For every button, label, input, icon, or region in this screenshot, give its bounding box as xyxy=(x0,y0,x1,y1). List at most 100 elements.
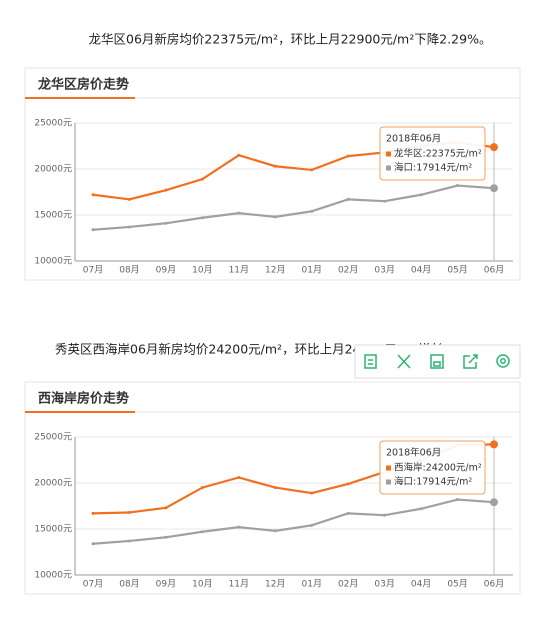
tooltip-box xyxy=(379,440,486,495)
x-tick-label: 12月 xyxy=(265,265,285,276)
x-tick-label: 11月 xyxy=(229,579,249,590)
point xyxy=(346,154,350,158)
point xyxy=(127,539,131,543)
point xyxy=(310,523,314,527)
y-tick-label: 20000元 xyxy=(34,165,72,175)
x-tick-label: 06月 xyxy=(484,579,504,590)
point xyxy=(237,475,241,479)
x-tick-label: 03月 xyxy=(374,579,394,590)
tooltip-line: 西海岸:24200元/m² xyxy=(394,462,482,474)
point xyxy=(346,511,350,515)
tooltip-marker xyxy=(386,151,391,157)
tooltip-title: 2018年06月 xyxy=(386,447,441,459)
tooltip-line: 海口:17914元/m² xyxy=(394,476,472,488)
y-tick-label: 25000元 xyxy=(34,433,72,443)
x-tick-label: 08月 xyxy=(119,579,139,590)
x-tick-label: 05月 xyxy=(447,265,467,276)
x-tick-label: 04月 xyxy=(411,265,431,276)
x-tick-label: 03月 xyxy=(374,265,394,276)
x-tick-label: 07月 xyxy=(83,579,103,590)
x-tick-label: 05月 xyxy=(447,579,467,590)
icon-share[interactable] xyxy=(463,354,478,369)
point xyxy=(310,209,314,213)
point xyxy=(490,143,498,152)
point xyxy=(310,168,314,172)
icon-settings[interactable] xyxy=(496,354,510,368)
point xyxy=(237,153,241,157)
point xyxy=(419,507,423,511)
point xyxy=(456,498,460,502)
point xyxy=(237,525,241,529)
point xyxy=(273,486,277,490)
x-tick-label: 11月 xyxy=(229,265,249,276)
point xyxy=(419,193,423,197)
y-tick-label: 15000元 xyxy=(34,211,72,221)
tooltip-box xyxy=(379,126,486,181)
point xyxy=(490,184,498,193)
point xyxy=(164,221,168,225)
point xyxy=(127,225,131,229)
x-tick-label: 12月 xyxy=(265,579,285,590)
point xyxy=(91,228,95,232)
chart-title: 龙华区房价走势 xyxy=(38,77,129,93)
point xyxy=(346,482,350,486)
x-tick-label: 07月 xyxy=(83,265,103,276)
point xyxy=(310,491,314,495)
chart-panel: 龙华区房价走势 10000元 15000元 20000元 25000元 07月 08月 09月… xyxy=(24,67,521,281)
y-tick-label: 10000元 xyxy=(34,257,72,267)
point xyxy=(164,188,168,192)
tooltip-marker xyxy=(386,479,391,485)
point xyxy=(200,530,204,534)
point xyxy=(127,197,131,201)
point xyxy=(127,510,131,514)
x-tick-label: 06月 xyxy=(484,265,504,276)
point xyxy=(383,199,387,203)
summary-text: 龙华区06月新房均价22375元/m²，环比上月22900元/m²下降2.29%… xyxy=(89,32,492,47)
point xyxy=(164,506,168,510)
x-tick-label: 01月 xyxy=(302,265,322,276)
x-tick-label: 08月 xyxy=(119,265,139,276)
x-tick-label: 10月 xyxy=(192,265,212,276)
x-tick-label: 02月 xyxy=(338,579,358,590)
y-tick-label: 20000元 xyxy=(34,479,72,489)
point xyxy=(383,513,387,517)
point xyxy=(91,193,95,197)
icon-data-view[interactable] xyxy=(364,354,377,369)
point xyxy=(273,164,277,168)
x-tick-label: 09月 xyxy=(156,579,176,590)
toolbar xyxy=(354,344,521,379)
tooltip-line: 海口:17914元/m² xyxy=(394,162,472,174)
y-tick-label: 15000元 xyxy=(34,525,72,535)
point xyxy=(490,498,498,507)
series-line xyxy=(92,184,495,231)
point xyxy=(200,216,204,220)
icon-save[interactable] xyxy=(430,354,444,369)
x-tick-label: 09月 xyxy=(156,265,176,276)
point xyxy=(273,215,277,219)
tooltip-line: 龙华区:22375元/m² xyxy=(394,148,482,160)
point xyxy=(91,542,95,546)
point xyxy=(91,511,95,515)
tooltip-marker xyxy=(386,165,391,171)
x-tick-label: 04月 xyxy=(411,579,431,590)
x-tick-label: 10月 xyxy=(192,579,212,590)
point xyxy=(490,440,498,449)
tooltip-marker xyxy=(386,465,391,471)
icon-zoom[interactable] xyxy=(397,354,411,369)
tooltip-title: 2018年06月 xyxy=(386,133,441,145)
point xyxy=(237,211,241,215)
series-line xyxy=(92,498,495,545)
chart-title: 西海岸房价走势 xyxy=(38,391,129,407)
point xyxy=(273,529,277,533)
point xyxy=(200,177,204,181)
point xyxy=(346,197,350,201)
x-tick-label: 01月 xyxy=(302,579,322,590)
point xyxy=(456,184,460,188)
y-tick-label: 10000元 xyxy=(34,571,72,581)
point xyxy=(200,486,204,490)
x-tick-label: 02月 xyxy=(338,265,358,276)
chart-panel: 西海岸房价走势 10000元 15000元 20000元 25000元 07月 08月 09月… xyxy=(24,381,521,595)
y-tick-label: 25000元 xyxy=(34,119,72,129)
